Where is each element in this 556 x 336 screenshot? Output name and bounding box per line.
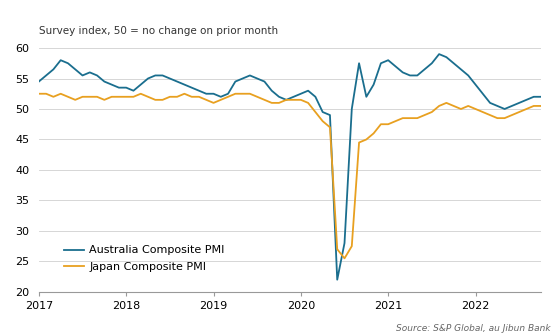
- Australia Composite PMI: [50, 67, 57, 71]
- Japan Composite PMI: [356, 140, 363, 144]
- Australia Composite PMI: [217, 95, 224, 99]
- Legend: Australia Composite PMI, Japan Composite PMI: Australia Composite PMI, Japan Composite…: [59, 241, 229, 277]
- Australia Composite PMI: [334, 278, 341, 282]
- Australia Composite PMI: [436, 52, 443, 56]
- Australia Composite PMI: [545, 92, 552, 96]
- Text: Source: S&P Global, au Jibun Bank: Source: S&P Global, au Jibun Bank: [396, 324, 550, 333]
- Japan Composite PMI: [217, 98, 224, 102]
- Australia Composite PMI: [356, 61, 363, 65]
- Australia Composite PMI: [36, 80, 42, 84]
- Japan Composite PMI: [414, 116, 421, 120]
- Line: Japan Composite PMI: Japan Composite PMI: [39, 91, 556, 258]
- Japan Composite PMI: [36, 92, 42, 96]
- Japan Composite PMI: [50, 95, 57, 99]
- Line: Australia Composite PMI: Australia Composite PMI: [39, 54, 556, 280]
- Text: Survey index, 50 = no change on prior month: Survey index, 50 = no change on prior mo…: [39, 26, 278, 36]
- Japan Composite PMI: [210, 101, 217, 105]
- Japan Composite PMI: [341, 256, 348, 260]
- Japan Composite PMI: [538, 104, 544, 108]
- Australia Composite PMI: [414, 74, 421, 78]
- Australia Composite PMI: [210, 92, 217, 96]
